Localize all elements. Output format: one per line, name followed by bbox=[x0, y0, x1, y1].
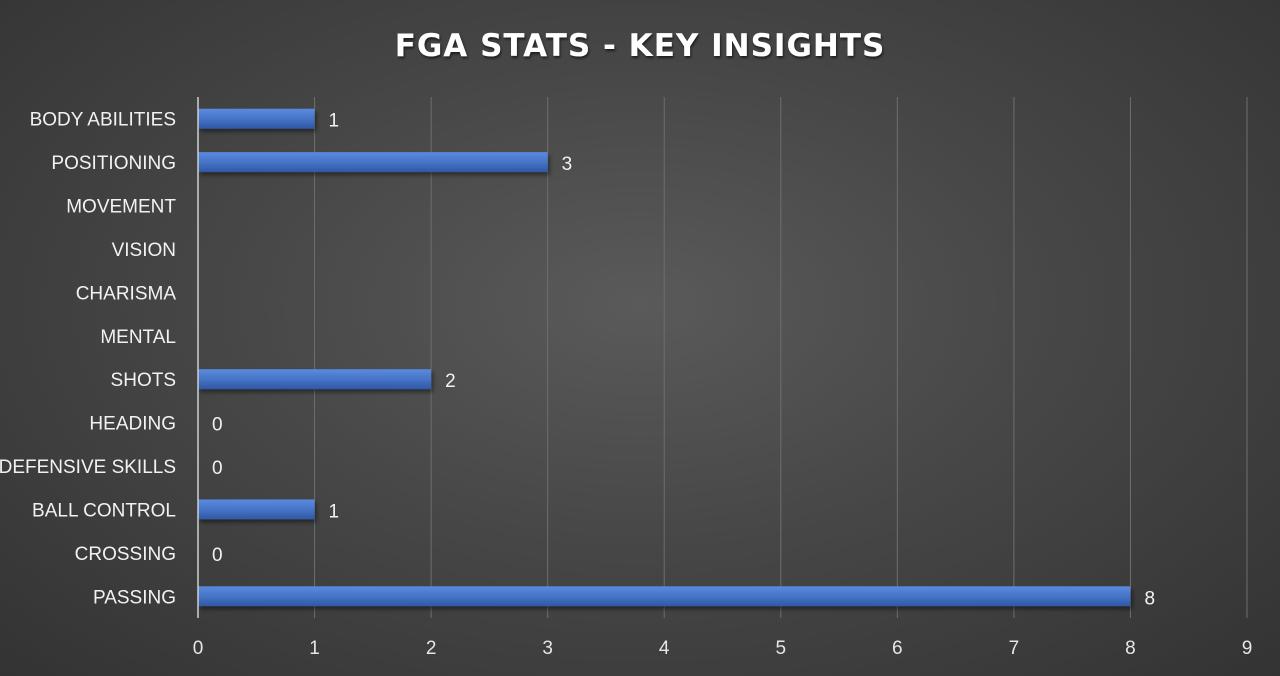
bars bbox=[198, 108, 1131, 607]
category-label: HEADING bbox=[89, 414, 176, 435]
bar bbox=[198, 586, 1131, 607]
category-label: POSITIONING bbox=[51, 153, 176, 174]
bar bbox=[198, 369, 432, 390]
bar bbox=[198, 499, 315, 520]
x-tick-label: 7 bbox=[1009, 638, 1020, 659]
category-label: PASSING bbox=[93, 587, 176, 608]
data-label: 1 bbox=[329, 111, 340, 132]
x-tick-label: 8 bbox=[1125, 638, 1136, 659]
x-tick-label: 5 bbox=[775, 638, 786, 659]
bar bbox=[198, 152, 548, 173]
x-tick-label: 4 bbox=[659, 638, 670, 659]
category-label: DEFENSIVE SKILLS bbox=[0, 457, 176, 478]
chart-title: FGA STATS - KEY INSIGHTS bbox=[395, 28, 886, 64]
data-label: 3 bbox=[562, 154, 573, 175]
gridlines bbox=[314, 97, 1248, 618]
category-label: BALL CONTROL bbox=[32, 500, 176, 521]
category-label: MENTAL bbox=[100, 327, 176, 348]
data-label: 0 bbox=[212, 415, 223, 436]
labels: 0 1 2 3 4 5 6 7 8 9 BODY ABILITIES 1 POSITIONING 3 MOV… bbox=[0, 110, 1252, 659]
category-label: SHOTS bbox=[111, 370, 176, 391]
category-label: BODY ABILITIES bbox=[30, 110, 176, 131]
bar bbox=[198, 108, 315, 129]
data-label: 1 bbox=[329, 501, 340, 522]
data-label: 0 bbox=[212, 458, 223, 479]
data-label: 0 bbox=[212, 545, 223, 566]
data-label: 8 bbox=[1144, 588, 1155, 609]
x-tick-label: 9 bbox=[1242, 638, 1253, 659]
x-tick-label: 3 bbox=[542, 638, 553, 659]
x-tick-label: 2 bbox=[426, 638, 437, 659]
category-label: CHARISMA bbox=[76, 283, 177, 304]
x-tick-label: 0 bbox=[193, 638, 204, 659]
category-label: MOVEMENT bbox=[66, 197, 176, 218]
category-label: VISION bbox=[112, 240, 176, 261]
x-tick-label: 1 bbox=[309, 638, 320, 659]
x-tick-label: 6 bbox=[892, 638, 903, 659]
data-label: 2 bbox=[445, 371, 456, 392]
category-label: CROSSING bbox=[75, 544, 176, 565]
